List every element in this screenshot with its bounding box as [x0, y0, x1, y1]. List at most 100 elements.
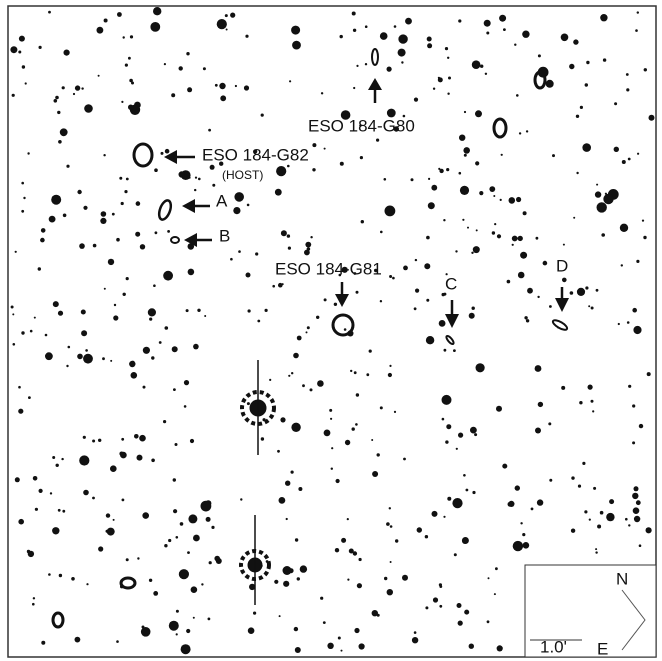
star	[288, 247, 291, 250]
star	[636, 260, 639, 263]
star	[439, 605, 442, 608]
star	[428, 178, 430, 180]
star	[159, 341, 162, 344]
star	[248, 309, 251, 312]
star	[475, 110, 482, 117]
star	[305, 242, 311, 248]
star	[77, 190, 81, 194]
star	[137, 455, 143, 461]
star	[297, 336, 302, 341]
star	[168, 539, 171, 542]
star	[48, 11, 51, 14]
star	[331, 447, 333, 449]
star	[27, 152, 29, 154]
star	[394, 25, 397, 28]
star	[279, 615, 281, 617]
star	[139, 435, 146, 442]
star	[101, 211, 107, 217]
star	[291, 372, 293, 374]
star	[395, 539, 398, 542]
star	[106, 513, 110, 517]
star	[150, 22, 160, 32]
star	[28, 551, 34, 557]
star	[458, 19, 461, 22]
star	[394, 411, 396, 413]
star	[81, 330, 87, 336]
star	[121, 202, 124, 205]
star	[294, 627, 298, 631]
star	[392, 277, 395, 280]
star	[282, 283, 284, 285]
star	[330, 418, 332, 420]
star	[79, 243, 85, 249]
star	[632, 493, 638, 499]
star	[344, 328, 347, 331]
star	[512, 236, 518, 242]
star	[377, 453, 380, 456]
compass-north: N	[616, 569, 628, 588]
star	[597, 525, 601, 529]
star	[191, 586, 198, 593]
star	[402, 575, 408, 581]
star	[113, 519, 115, 521]
star	[103, 154, 105, 156]
label: C	[445, 274, 457, 293]
star	[79, 455, 89, 465]
star	[215, 84, 218, 87]
star	[73, 93, 75, 95]
star	[248, 627, 255, 634]
star	[439, 169, 443, 173]
star	[384, 178, 387, 181]
star	[62, 510, 65, 513]
star	[614, 147, 619, 152]
star	[323, 621, 326, 624]
star	[471, 252, 473, 254]
star	[439, 585, 442, 588]
star	[331, 468, 333, 470]
star	[81, 310, 86, 315]
star	[329, 409, 332, 412]
star	[98, 439, 101, 442]
star	[261, 437, 264, 440]
star	[535, 365, 542, 372]
star	[320, 597, 323, 600]
star	[371, 439, 373, 441]
star	[628, 385, 631, 388]
star	[62, 86, 65, 89]
star	[327, 643, 333, 649]
star	[580, 106, 583, 109]
star	[238, 250, 241, 253]
star	[357, 583, 362, 588]
star	[634, 486, 639, 491]
star	[165, 326, 169, 330]
star	[647, 372, 651, 376]
star	[121, 438, 124, 441]
star	[403, 458, 406, 461]
star	[286, 518, 288, 520]
star	[240, 498, 242, 500]
star	[456, 448, 458, 450]
star	[426, 299, 429, 302]
star	[588, 305, 590, 307]
star	[114, 304, 116, 306]
star	[417, 527, 422, 532]
star	[112, 213, 115, 216]
star	[23, 197, 25, 199]
star	[49, 216, 56, 223]
star	[632, 308, 637, 313]
star	[345, 440, 350, 445]
star	[298, 487, 302, 491]
star	[642, 220, 644, 222]
star	[359, 558, 362, 561]
star	[312, 143, 316, 147]
star	[57, 111, 60, 114]
star	[145, 633, 148, 636]
star	[277, 450, 280, 453]
star	[292, 41, 301, 50]
star	[310, 388, 313, 391]
star	[56, 464, 59, 467]
star	[246, 273, 251, 278]
star	[287, 234, 290, 237]
star	[283, 566, 292, 575]
star	[515, 485, 520, 490]
